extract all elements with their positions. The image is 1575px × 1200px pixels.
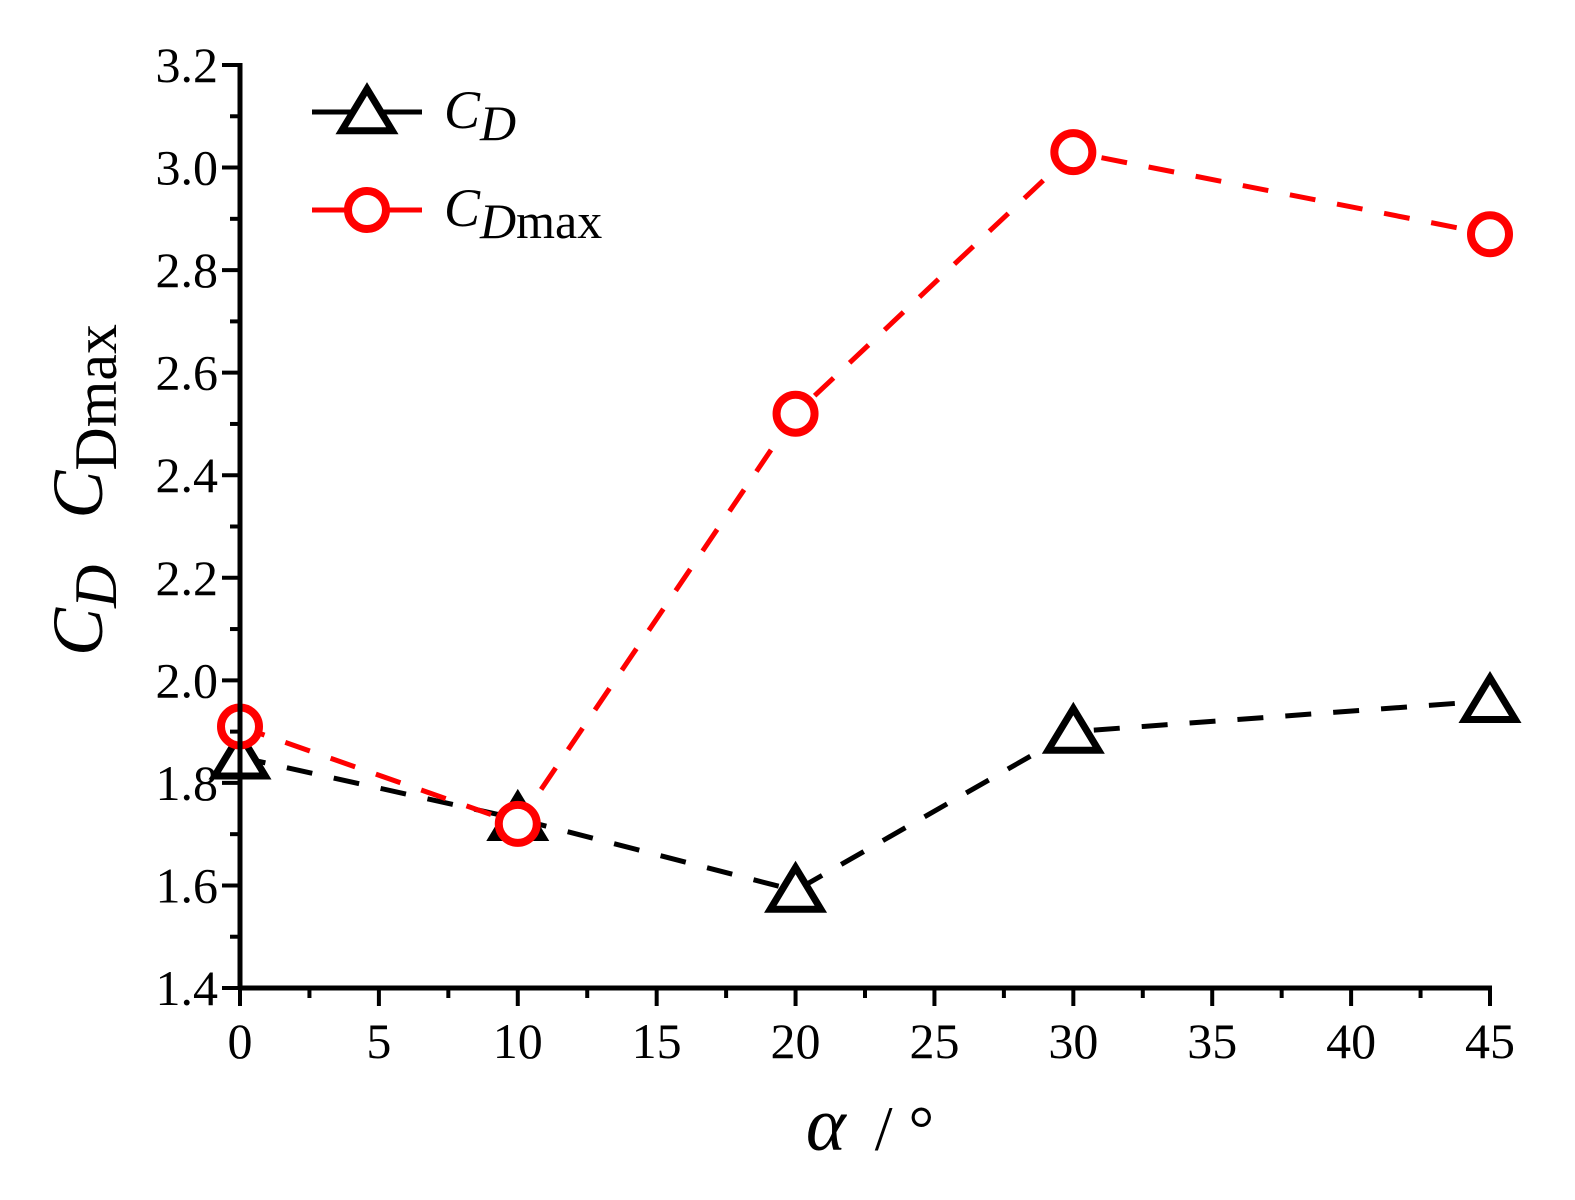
x-tick-label: 15 [632,1013,682,1069]
axes-layer: 0 5 10 15 20 25 30 35 40 45 1.4 1.6 1.8 2.0 2.2 2.4 2.6 2… [156,37,1516,1069]
y-tick-label: 3.2 [156,37,219,93]
series-0-point [1041,701,1105,754]
x-axis-title-unit: / ° [875,1093,934,1164]
series-1-point [1050,129,1097,176]
series-1-point [1467,211,1513,258]
x-tick-label: 5 [366,1013,391,1069]
x-tick-label: 20 [771,1013,821,1069]
series-0-point [1458,670,1522,724]
y-tick-label: 1.8 [156,755,219,811]
y-tick-label: 2.8 [156,242,219,298]
legend-label-1: CDmax [444,178,602,249]
y-axis-title-c2: C [38,470,118,519]
y-tick-label: 2.6 [156,345,219,401]
legend-marker-0 [335,82,399,135]
series-0-point [764,860,828,913]
series-line-1 [239,149,1491,827]
x-tick-label: 0 [228,1013,253,1069]
x-tick-label: 10 [493,1013,543,1069]
series-1-point [494,800,541,847]
y-tick-label: 1.6 [156,857,219,913]
legend-marker-1 [344,187,390,233]
y-tick-label: 3.0 [156,140,219,196]
series-layer [208,129,1522,913]
x-axis-title-symbol: α [806,1083,848,1167]
x-tick-label: 40 [1326,1013,1376,1069]
legend-label-0: CD [444,80,516,151]
legend-label-sub: D [479,95,516,151]
y-tick-label: 2.0 [156,652,219,708]
svg-text:CD CDmax: CD CDmax [38,324,129,656]
x-tick-label: 25 [909,1013,959,1069]
x-axis-title: α / ° [806,1083,934,1167]
y-axis-title-s2: Dmax [63,324,129,471]
legend-label-main: C [444,178,481,238]
y-axis-title: CD CDmax [38,324,129,656]
y-tick-label: 2.4 [156,447,219,503]
y-axis-title-s1: D [63,565,129,609]
y-tick-label: 1.4 [156,960,219,1016]
y-tick-label: 2.2 [156,550,219,606]
legend-label-sub: Dmax [479,193,602,249]
y-axis-title-c1: C [38,607,118,656]
legend-label-main: C [444,80,481,140]
x-tick-label: 35 [1187,1013,1237,1069]
svg-text:α / °: α / ° [806,1083,934,1167]
x-tick-label: 45 [1465,1013,1515,1069]
series-1-point [772,390,819,437]
series-line-0 [239,698,1491,894]
x-tick-label: 30 [1048,1013,1098,1069]
